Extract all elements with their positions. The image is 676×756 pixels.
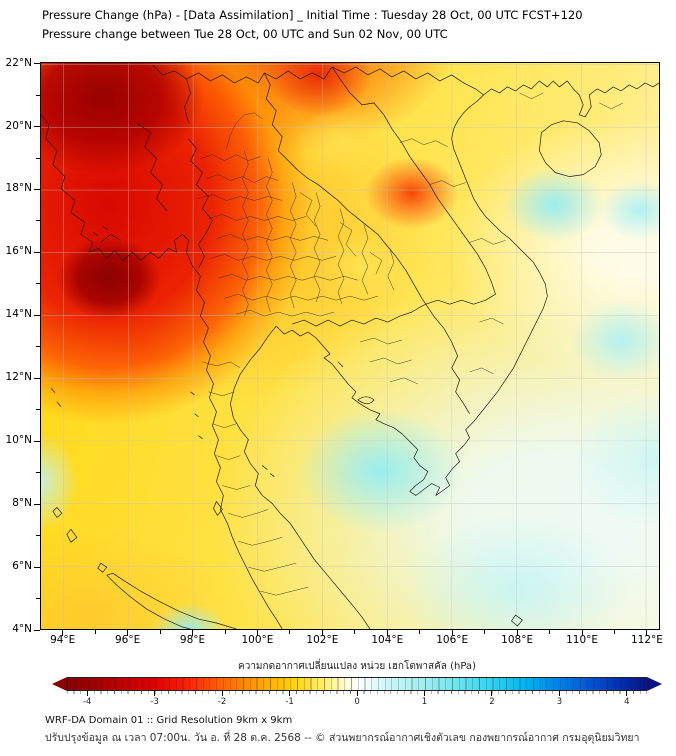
lat-tick-label: 20°N	[5, 119, 32, 132]
lon-tick-label: 94°E	[50, 634, 76, 646]
pressure-change-field	[41, 63, 659, 629]
lon-tick-label: 98°E	[179, 634, 206, 646]
footer-update-info: ปรับปรุงข้อมูล ณ เวลา 07:00น. วัน อ. ที่…	[45, 732, 640, 744]
colorbar-tick	[626, 691, 628, 696]
colorbar-tick	[491, 691, 493, 696]
lat-major-tick	[34, 566, 40, 568]
lat-tick-label: 6°N	[12, 560, 32, 573]
lat-major-tick	[34, 503, 40, 505]
lat-tick-label: 16°N	[5, 245, 32, 258]
geo-overlay	[41, 63, 659, 629]
colorbar-tick	[154, 691, 156, 696]
lon-major-tick	[127, 630, 129, 636]
colorbar-tick-label: -3	[150, 697, 159, 707]
colorbar-tick	[424, 691, 425, 696]
colorbar-tick	[221, 691, 223, 696]
lat-tick-label: 14°N	[5, 308, 32, 321]
colorbar-tick-label: 2	[489, 697, 495, 707]
lat-tick-label: 22°N	[5, 56, 32, 69]
lat-major-tick	[34, 251, 40, 253]
lon-tick-label: 104°E	[371, 634, 404, 646]
lat-major-tick	[34, 63, 40, 65]
lat-minor-tick	[36, 598, 40, 600]
lon-major-tick	[646, 630, 648, 636]
lat-minor-tick	[36, 283, 40, 285]
country-borders	[41, 64, 659, 629]
lat-major-tick	[34, 314, 40, 316]
lon-minor-tick	[289, 630, 291, 634]
lat-minor-tick	[36, 409, 40, 411]
lon-tick-label: 108°E	[501, 634, 534, 646]
lon-tick-label: 96°E	[114, 634, 141, 646]
colorbar-gradient	[67, 677, 647, 691]
lon-minor-tick	[549, 630, 551, 634]
footer-domain-info: WRF-DA Domain 01 :: Grid Resolution 9km …	[45, 715, 293, 726]
lon-minor-tick	[354, 630, 356, 634]
lat-tick-label: 4°N	[12, 623, 32, 636]
lon-tick-label: 110°E	[566, 634, 599, 646]
colorbar-tick-label: 4	[624, 697, 630, 707]
lat-major-tick	[34, 629, 40, 631]
lon-minor-tick	[94, 630, 96, 634]
lon-tick-label: 106°E	[436, 634, 469, 646]
lat-minor-tick	[36, 94, 40, 96]
lat-major-tick	[34, 377, 40, 379]
colorbar-tick	[86, 691, 88, 696]
lat-major-tick	[34, 188, 40, 190]
colorbar	[52, 677, 662, 691]
colorbar-tick	[356, 691, 358, 696]
colorbar-label: ความกดอากาศเปลี่ยนแปลง หน่วย เฮกโตพาสคัล…	[238, 661, 476, 672]
lat-minor-tick	[36, 535, 40, 537]
lat-major-tick	[34, 440, 40, 442]
figure-title: Pressure Change (hPa) - [Data Assimilati…	[42, 6, 583, 44]
lon-minor-tick	[614, 630, 616, 634]
lon-tick-label: 100°E	[241, 634, 274, 646]
lat-tick-label: 8°N	[12, 497, 32, 510]
colorbar-left-extend-arrow	[52, 677, 67, 691]
lon-tick-label: 102°E	[306, 634, 339, 646]
colorbar-tick-label: 0	[354, 697, 360, 707]
lon-major-tick	[192, 630, 194, 636]
lon-major-tick	[451, 630, 453, 636]
lon-major-tick	[321, 630, 323, 636]
lon-major-tick	[62, 630, 64, 636]
lon-minor-tick	[419, 630, 421, 634]
colorbar-tick-label: -4	[82, 697, 92, 707]
lat-tick-label: 10°N	[5, 434, 32, 447]
lon-major-tick	[581, 630, 583, 636]
lon-tick-label: 112°E	[631, 634, 663, 646]
lat-tick-label: 12°N	[5, 371, 32, 384]
lon-minor-tick	[224, 630, 226, 634]
colorbar-tick-label: -2	[217, 697, 227, 707]
lon-major-tick	[256, 630, 258, 636]
colorbar-tick-label: 3	[556, 697, 563, 707]
lat-minor-tick	[36, 220, 40, 222]
lat-minor-tick	[36, 472, 40, 474]
lon-major-tick	[386, 630, 388, 636]
grid-lines	[41, 63, 659, 629]
colorbar-tick	[558, 691, 560, 696]
colorbar-right-extend-arrow	[647, 677, 662, 691]
lon-minor-tick	[159, 630, 161, 634]
title-line-2: Pressure change between Tue 28 Oct, 00 U…	[42, 27, 448, 41]
lat-minor-tick	[36, 157, 40, 159]
lon-major-tick	[516, 630, 518, 636]
lon-minor-tick	[484, 630, 486, 634]
lat-minor-tick	[36, 346, 40, 348]
map-plot	[40, 62, 660, 630]
title-line-1: Pressure Change (hPa) - [Data Assimilati…	[42, 8, 583, 22]
lat-major-tick	[34, 126, 40, 128]
province-borders	[198, 92, 624, 596]
colorbar-tick	[289, 691, 291, 696]
colorbar-tick-label: -1	[285, 697, 294, 707]
colorbar-tick-label: 1	[421, 697, 428, 707]
lat-tick-label: 18°N	[5, 182, 32, 195]
